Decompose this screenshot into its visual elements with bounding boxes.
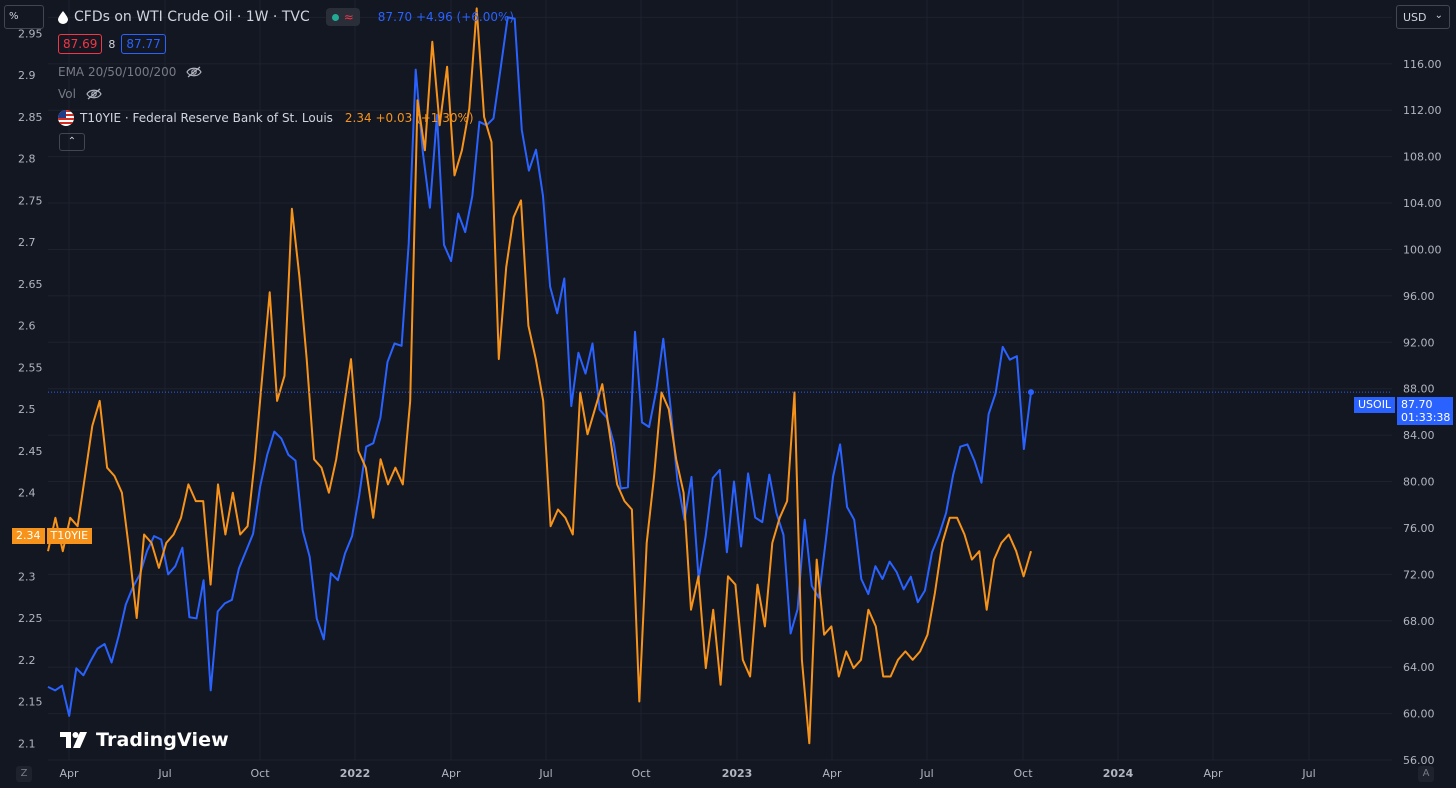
ema-label: EMA 20/50/100/200 (58, 65, 177, 79)
right-axis-tick-label: 84.00 (1403, 429, 1435, 442)
t10yie-axis-name: T10YIE (46, 528, 93, 544)
left-axis-tick-label: 2.85 (18, 111, 43, 124)
compare-series-name: T10YIE · Federal Reserve Bank of St. Lou… (80, 111, 333, 125)
market-open-dot-icon (331, 13, 339, 21)
tradingview-logo-icon (60, 732, 87, 748)
x-axis-tick-label: 2024 (1103, 767, 1134, 780)
sell-price-button[interactable]: 87.69 (58, 34, 103, 54)
right-axis-tick-label: 80.00 (1403, 476, 1435, 489)
left-axis-tick-label: 2.15 (18, 696, 43, 709)
vol-label: Vol (58, 87, 76, 101)
left-axis-tick-label: 2.75 (18, 194, 43, 207)
right-axis-tick-label: 100.00 (1403, 243, 1442, 256)
left-axis-tick-label: 2.3 (18, 570, 36, 583)
collapse-legend-button[interactable]: ⌃ (59, 133, 85, 151)
symbol-change: 87.70 +4.96 (+6.00%) (377, 10, 515, 24)
usoil-price-value: 87.70 (1401, 398, 1433, 411)
right-axis-tick-label: 96.00 (1403, 290, 1435, 303)
x-axis-tick-label: Oct (250, 767, 270, 780)
left-axis-tick-label: 2.25 (18, 612, 43, 625)
right-axis-tick-label: 92.00 (1403, 336, 1435, 349)
compare-series-legend[interactable]: T10YIE · Federal Reserve Bank of St. Lou… (58, 110, 474, 126)
left-axis-tick-label: 2.2 (18, 654, 36, 667)
percent-scale-label: % (9, 11, 19, 22)
buy-price-button[interactable]: 87.77 (121, 34, 166, 54)
left-axis-tick-label: 2.55 (18, 361, 43, 374)
x-axis-tick-label: 2023 (722, 767, 753, 780)
usoil-price-label: 87.70 01:33:38 (1397, 397, 1453, 425)
currency-label: USD (1403, 11, 1427, 24)
x-axis-tick-label: Jul (1301, 767, 1315, 780)
x-axis-tick-label: Jul (919, 767, 933, 780)
right-axis-tick-label: 108.00 (1403, 151, 1442, 164)
auto-zoom-button[interactable]: Z (16, 766, 32, 782)
left-axis-tick-label: 2.4 (18, 487, 36, 500)
auto-scale-button[interactable]: A (1418, 766, 1434, 782)
right-axis-tick-label: 68.00 (1403, 615, 1435, 628)
hidden-eye-icon[interactable] (186, 66, 203, 78)
t10yie-axis-label: 2.34 T10YIE (12, 528, 93, 544)
x-axis-tick-label: Oct (631, 767, 651, 780)
x-axis-tick-label: Jul (538, 767, 552, 780)
percent-scale-button[interactable]: % (4, 5, 44, 29)
usoil-axis-name: USOIL (1354, 397, 1396, 413)
left-axis-tick-label: 2.8 (18, 153, 36, 166)
symbol-title[interactable]: CFDs on WTI Crude Oil · 1W · TVC (74, 9, 310, 25)
us-flag-icon (58, 110, 74, 126)
oil-drop-icon (58, 10, 68, 24)
left-axis-tick-label: 2.7 (18, 236, 36, 249)
series-line-t10yie[interactable] (47, 7, 1032, 745)
ema-indicator-legend[interactable]: EMA 20/50/100/200 (58, 65, 203, 79)
right-axis-tick-label: 104.00 (1403, 197, 1442, 210)
quote-row: 87.69 8 87.77 (58, 34, 166, 54)
series-line-usoil[interactable] (47, 16, 1032, 717)
tradingview-logo[interactable]: TradingView (60, 729, 229, 751)
x-axis-tick-label: Apr (441, 767, 461, 780)
compare-series-change: 2.34 +0.03 (+1.30%) (344, 111, 474, 125)
right-axis-tick-label: 112.00 (1403, 104, 1442, 117)
left-axis-tick-label: 2.1 (18, 737, 36, 750)
delayed-data-icon: ≈ (343, 10, 354, 24)
x-axis-tick-label: Apr (1203, 767, 1223, 780)
x-axis-tick-label: Apr (822, 767, 842, 780)
right-axis-tick-label: 116.00 (1403, 58, 1442, 71)
x-axis-tick-label: Jul (157, 767, 171, 780)
chevron-up-icon: ⌃ (67, 136, 77, 147)
t10yie-axis-value: 2.34 (12, 528, 45, 544)
right-axis-tick-label: 56.00 (1403, 754, 1435, 767)
currency-button[interactable]: USD ⌄ (1396, 5, 1450, 29)
logo-wordmark: TradingView (96, 729, 229, 751)
hidden-eye-icon[interactable] (86, 88, 102, 100)
last-price-point (1028, 389, 1034, 396)
volume-indicator-legend[interactable]: Vol (58, 87, 102, 101)
right-axis-tick-label: 88.00 (1403, 383, 1435, 396)
left-axis-tick-label: 2.5 (18, 403, 36, 416)
right-axis-tick-label: 76.00 (1403, 522, 1435, 535)
market-status-badge[interactable]: ≈ (325, 8, 360, 26)
right-axis-tick-label: 60.00 (1403, 708, 1435, 721)
right-axis-tick-label: 64.00 (1403, 661, 1435, 674)
bar-countdown: 01:33:38 (1401, 411, 1451, 424)
left-axis-tick-label: 2.65 (18, 278, 43, 291)
x-axis-tick-label: 2022 (340, 767, 371, 780)
right-axis-tick-label: 72.00 (1403, 568, 1435, 581)
spread-value: 8 (108, 37, 116, 51)
left-axis-tick-label: 2.95 (18, 27, 43, 40)
x-axis-tick-label: Oct (1013, 767, 1033, 780)
left-axis-tick-label: 2.45 (18, 445, 43, 458)
left-axis-tick-label: 2.9 (18, 69, 36, 82)
left-axis-tick-label: 2.6 (18, 320, 36, 333)
x-axis-tick-label: Apr (59, 767, 79, 780)
chevron-down-icon: ⌄ (1434, 10, 1443, 21)
main-series-legend[interactable]: CFDs on WTI Crude Oil · 1W · TVC ≈ 87.70… (58, 8, 514, 26)
